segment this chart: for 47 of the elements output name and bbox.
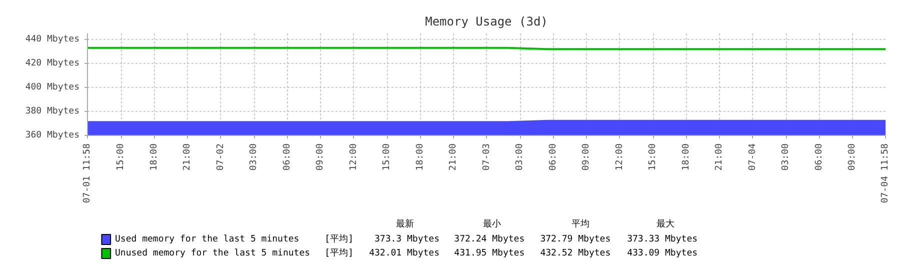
y-tick-label: 400 Mbytes (25, 82, 80, 92)
x-tick-label: 09:00 (582, 144, 592, 171)
x-tick-label: 03:00 (249, 144, 260, 171)
x-tick-label: 18:00 (149, 144, 160, 171)
y-tick-label: 440 Mbytes (25, 34, 80, 44)
text: 373.3 Mbytes (374, 234, 440, 244)
text: 433.09 Mbytes (627, 248, 698, 258)
y-tick-label: 360 Mbytes (25, 130, 80, 140)
text: [平均] (324, 234, 354, 244)
x-tick-label: 07-01 11:58 (82, 143, 92, 204)
legend-label: Used memory for the last 5 minutes (114, 234, 300, 244)
x-tick-label: 07-03 (482, 144, 492, 171)
text: 432.01 Mbytes (369, 248, 440, 258)
x-tick-label: 18:00 (681, 144, 692, 171)
legend-label: Unused memory for the last 5 minutes (114, 248, 310, 258)
text: 最小 (482, 218, 501, 230)
text: 372.24 Mbytes (454, 234, 525, 244)
x-tick-label: 12:00 (614, 144, 625, 171)
x-tick-label: 18:00 (415, 144, 426, 171)
x-tick-label: 21:00 (448, 144, 459, 171)
text: 432.52 Mbytes (540, 248, 611, 258)
x-tick-label: 07-04 11:58 (880, 143, 890, 204)
x-tick-label: 21:00 (182, 144, 193, 171)
text: 最大 (656, 218, 675, 230)
text: 431.95 Mbytes (454, 248, 525, 258)
x-tick-label: 07-04 (748, 144, 758, 171)
x-tick-label: 15:00 (116, 144, 126, 171)
x-tick-label: 15:00 (648, 144, 658, 171)
x-tick-label: 06:00 (548, 144, 558, 171)
x-tick-label: 21:00 (714, 144, 725, 171)
x-tick-label: 06:00 (282, 144, 292, 171)
text: 最新 (396, 218, 414, 230)
x-tick-label: 06:00 (814, 144, 824, 171)
x-tick-label: 09:00 (316, 144, 326, 171)
text: 373.33 Mbytes (627, 234, 698, 244)
text: [平均] (324, 248, 354, 258)
y-tick-label: 420 Mbytes (25, 58, 80, 68)
x-tick-label: 03:00 (781, 144, 792, 171)
chart-title: Memory Usage (3d) (425, 14, 548, 28)
y-tick-label: 380 Mbytes (25, 106, 80, 116)
text: 372.79 Mbytes (540, 234, 611, 244)
x-tick-label: 12:00 (348, 144, 359, 171)
x-tick-label: 03:00 (515, 144, 526, 171)
text: 平均 (571, 218, 590, 230)
x-tick-label: 09:00 (848, 144, 858, 171)
x-tick-label: 15:00 (382, 144, 392, 171)
x-tick-label: 07-02 (216, 144, 226, 171)
